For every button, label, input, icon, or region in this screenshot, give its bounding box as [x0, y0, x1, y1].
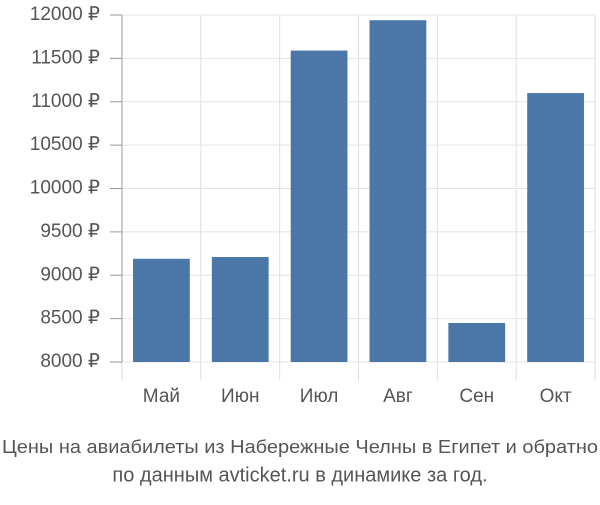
y-tick-label: 9000 ₽ — [40, 264, 100, 285]
x-tick-label: Окт — [540, 386, 572, 407]
y-tick-label: 10500 ₽ — [30, 134, 100, 155]
chart-subtitle: по данным avticket.ru в динамике за год. — [112, 464, 487, 486]
x-tick-label: Июл — [300, 386, 339, 407]
y-tick-label: 11500 ₽ — [31, 47, 100, 68]
y-tick-label: 12000 ₽ — [30, 4, 100, 25]
x-tick-label: Май — [143, 386, 180, 407]
bar — [211, 257, 269, 362]
bar — [133, 258, 190, 362]
y-tick-label: 9500 ₽ — [40, 221, 100, 242]
x-tick-label: Сен — [459, 386, 494, 407]
bar — [369, 20, 427, 363]
bar — [448, 322, 506, 362]
y-tick-label: 8500 ₽ — [40, 308, 100, 329]
bar — [290, 50, 348, 362]
chart-title: Цены на авиабилеты из Набережные Челны в… — [2, 437, 598, 457]
bar — [527, 93, 584, 362]
x-tick-label: Авг — [383, 386, 413, 407]
y-tick-label: 10000 ₽ — [30, 178, 100, 199]
y-tick-label: 11000 ₽ — [31, 91, 100, 112]
x-tick-label: Июн — [221, 386, 259, 407]
y-tick-label: 8000 ₽ — [40, 351, 100, 372]
